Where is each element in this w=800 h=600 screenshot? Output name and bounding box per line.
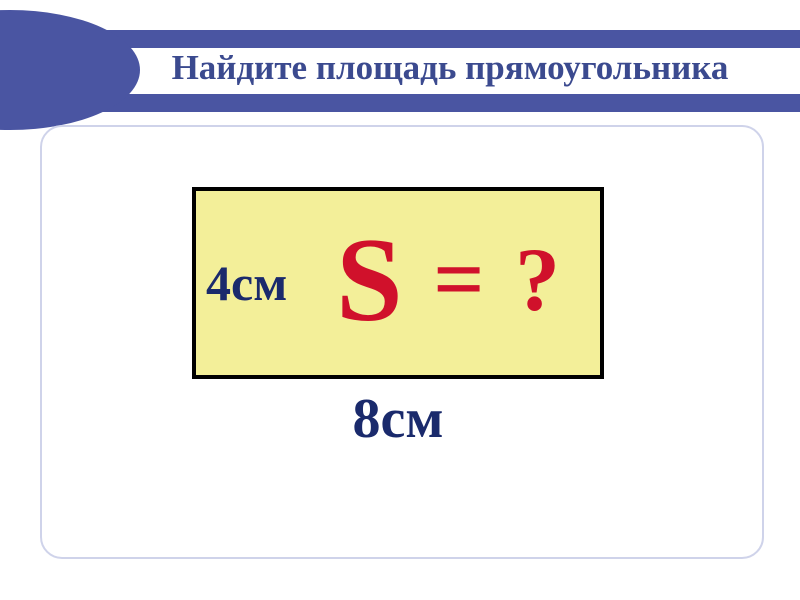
- height-label: 4см: [206, 254, 287, 312]
- slide-container: Найдите площадь прямоугольника 4см S = ?…: [0, 0, 800, 600]
- area-rectangle: 4см S = ?: [192, 187, 604, 379]
- formula-question: ?: [515, 231, 564, 330]
- content-frame: 4см S = ? 8см: [40, 125, 764, 559]
- formula-equals: =: [433, 231, 488, 330]
- formula-s: S: [336, 213, 407, 346]
- width-label: 8см: [192, 387, 604, 451]
- slide-title: Найдите площадь прямоугольника: [110, 48, 790, 88]
- area-formula: S = ?: [336, 211, 564, 349]
- title-bar: Найдите площадь прямоугольника: [0, 30, 800, 130]
